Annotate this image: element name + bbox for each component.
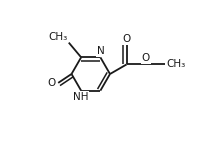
Text: CH₃: CH₃ xyxy=(167,59,186,69)
Text: NH: NH xyxy=(73,92,88,102)
Text: N: N xyxy=(97,46,104,56)
Text: O: O xyxy=(123,34,131,44)
Text: O: O xyxy=(142,53,150,63)
Text: O: O xyxy=(47,78,55,88)
Text: CH₃: CH₃ xyxy=(49,32,68,42)
